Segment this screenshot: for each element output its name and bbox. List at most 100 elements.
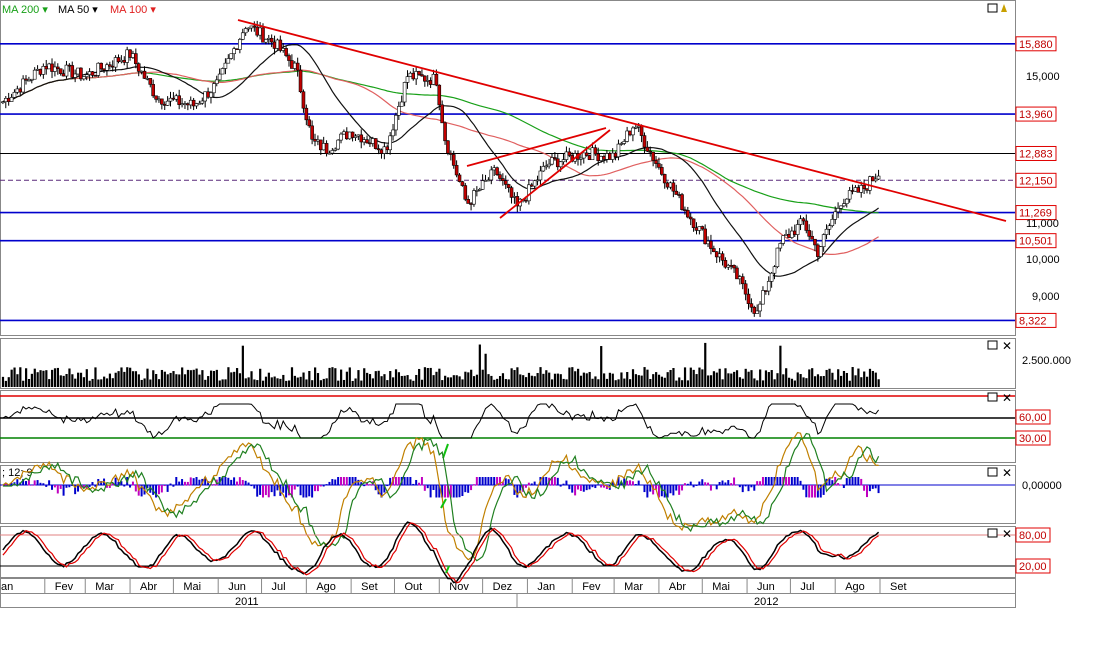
volume-bar bbox=[863, 371, 866, 387]
trend-line-channel-top bbox=[466, 127, 607, 167]
macd-hist-bar bbox=[406, 477, 409, 486]
macd-hist-bar bbox=[582, 485, 585, 492]
candle-body bbox=[743, 283, 748, 295]
month-label: Abr bbox=[140, 581, 157, 593]
candle-body bbox=[584, 152, 589, 156]
macd-hist-bar bbox=[157, 485, 160, 495]
month-label: Nov bbox=[449, 581, 469, 593]
candle-body bbox=[287, 55, 291, 61]
legend-ma50[interactable]: MA 50 ▾ bbox=[58, 4, 98, 16]
volume-bar bbox=[256, 380, 259, 387]
volume-bars bbox=[1, 342, 880, 387]
macd-hist-bar bbox=[276, 485, 279, 491]
macd-hist-bar bbox=[793, 477, 796, 486]
maximize-icon[interactable] bbox=[987, 340, 998, 350]
month-label: Ago bbox=[316, 581, 336, 593]
close-icon[interactable]: ✕ bbox=[1002, 466, 1012, 480]
candle-body bbox=[197, 102, 202, 105]
price-label: 8,322 bbox=[1019, 315, 1047, 327]
volume-bar bbox=[163, 371, 166, 387]
maximize-icon[interactable] bbox=[987, 392, 998, 402]
volume-bar bbox=[741, 378, 744, 387]
candle-body bbox=[821, 234, 826, 248]
volume-bar bbox=[793, 380, 796, 387]
candle-body bbox=[139, 70, 144, 73]
candle-body bbox=[726, 265, 731, 268]
volume-bar bbox=[828, 368, 831, 387]
macd-hist-bar bbox=[689, 481, 692, 486]
macd-hist-bar bbox=[394, 477, 397, 486]
candle-body bbox=[183, 103, 187, 105]
macd-hist-bar bbox=[224, 477, 227, 486]
macd-hist-bar bbox=[865, 485, 868, 498]
candle-body bbox=[451, 154, 456, 166]
stoch-level-20: 20,00 bbox=[1019, 561, 1047, 573]
close-icon[interactable]: ✕ bbox=[1002, 339, 1012, 353]
candle-body bbox=[298, 69, 303, 93]
volume-bar bbox=[542, 373, 545, 387]
legend-ma200[interactable]: MA 200 ▾ bbox=[2, 4, 48, 16]
macd-hist-bar bbox=[68, 485, 71, 488]
macd-hist-bar bbox=[707, 482, 710, 486]
month-label: Fev bbox=[582, 581, 601, 593]
volume-bar bbox=[487, 374, 490, 387]
candle-body bbox=[873, 178, 878, 182]
scroll-arrow-icon[interactable] bbox=[1001, 4, 1007, 12]
candle-body bbox=[847, 190, 852, 200]
macd-hist-bar bbox=[643, 485, 646, 493]
volume-bar bbox=[435, 371, 438, 387]
candle-body bbox=[738, 276, 742, 280]
close-icon[interactable]: ✕ bbox=[1002, 391, 1012, 405]
volume-bar bbox=[175, 374, 178, 387]
macd-hist-bar bbox=[435, 485, 438, 498]
macd-hist-bar bbox=[340, 477, 343, 486]
volume-bar bbox=[270, 377, 273, 387]
macd-hist-bar bbox=[527, 482, 530, 486]
macd-hist-bar bbox=[868, 485, 871, 492]
volume-bar bbox=[279, 378, 282, 387]
volume-bar bbox=[808, 369, 811, 387]
candle-body bbox=[110, 65, 115, 68]
candle-body bbox=[801, 218, 806, 222]
volume-bar bbox=[548, 372, 551, 387]
close-icon[interactable]: ✕ bbox=[1002, 527, 1012, 541]
volume-bar bbox=[235, 368, 239, 387]
candle-body bbox=[226, 58, 231, 64]
legend-ma100[interactable]: MA 100 ▾ bbox=[110, 4, 156, 16]
volume-bar bbox=[264, 376, 268, 387]
candle-body bbox=[457, 174, 462, 182]
candle-body bbox=[61, 73, 66, 77]
macd-hist-bar bbox=[620, 482, 623, 486]
maximize-icon[interactable] bbox=[987, 528, 998, 538]
candle-body bbox=[347, 131, 352, 140]
macd-hist-bar bbox=[366, 482, 369, 486]
candle-body bbox=[593, 147, 598, 155]
macd-hist-bar bbox=[709, 485, 712, 491]
volume-bar bbox=[666, 372, 669, 387]
candle-body bbox=[93, 75, 98, 77]
candle-body bbox=[108, 64, 112, 67]
candle-body bbox=[278, 39, 283, 51]
maximize-icon[interactable] bbox=[987, 3, 998, 13]
macd-hist-bar bbox=[565, 480, 568, 486]
volume-bar bbox=[123, 371, 126, 387]
macd-hist-bar bbox=[487, 477, 490, 486]
volume-bar bbox=[247, 377, 250, 387]
candle-body bbox=[810, 235, 814, 240]
volume-bar bbox=[501, 373, 505, 387]
macd-hist-bar bbox=[314, 485, 317, 492]
volume-bar bbox=[568, 367, 571, 387]
macd-hist-bar bbox=[831, 480, 834, 486]
macd-hist-bar bbox=[657, 485, 660, 498]
macd-hist-bar bbox=[701, 479, 704, 486]
maximize-icon[interactable] bbox=[987, 467, 998, 477]
trend-lines bbox=[237, 19, 1007, 222]
candle-body bbox=[544, 165, 549, 168]
candle-body bbox=[761, 290, 765, 305]
macd-hist-bar bbox=[764, 477, 767, 486]
price-label-box bbox=[1015, 205, 1057, 221]
month-label: Mai bbox=[183, 581, 201, 593]
candle-body bbox=[41, 66, 46, 75]
volume-bar bbox=[65, 373, 68, 387]
